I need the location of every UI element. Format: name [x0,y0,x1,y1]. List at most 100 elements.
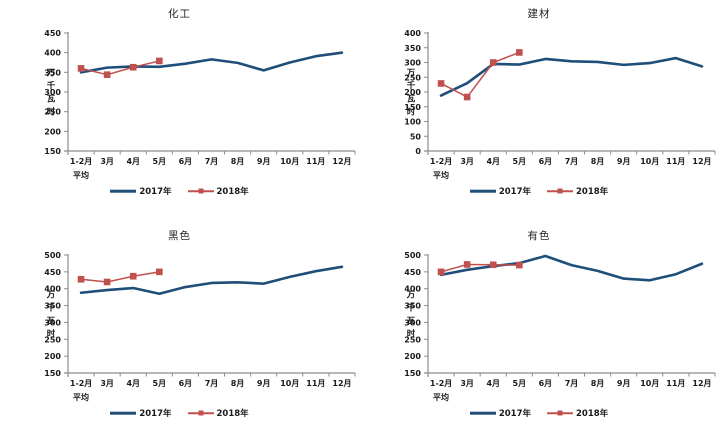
svg-text:350: 350 [44,302,61,311]
svg-text:瓦: 瓦 [406,317,415,327]
legend-line [469,411,496,415]
legend-label-2017: 2017年 [498,187,531,197]
svg-text:平均: 平均 [433,392,449,402]
legend-label-2017: 2017年 [139,409,172,419]
svg-text:200: 200 [44,127,61,136]
chart-cell-nonferrous: 有色 150 200 250 300 350 400 450 500 1-2月 平均 3月 4月 5月 6… [359,222,719,444]
svg-text:150: 150 [44,369,61,378]
svg-text:12月: 12月 [332,157,351,166]
chart-title: 黑色 [168,230,191,242]
svg-text:4月: 4月 [486,157,500,166]
svg-text:250: 250 [404,73,421,82]
svg-text:5月: 5月 [153,157,167,166]
svg-text:100: 100 [404,118,421,127]
legend-swatch-2017 [110,409,137,418]
svg-text:千: 千 [406,303,415,314]
legend-item-2018: 2018年 [547,407,608,419]
svg-text:200: 200 [404,352,421,361]
svg-text:8月: 8月 [590,157,604,166]
chart-title: 化工 [168,8,191,20]
svg-text:350: 350 [404,302,421,311]
legend-swatch-2017 [469,409,496,418]
legend-item-2017: 2017年 [110,185,172,197]
chart-cell-ferrous: 黑色 150 200 250 300 350 400 450 500 1-2月 平均 3月 4月 5月 6… [0,222,359,444]
svg-text:7月: 7月 [205,157,219,166]
chart-title: 建材 [527,8,551,20]
svg-text:6月: 6月 [538,157,552,166]
svg-text:时: 时 [47,329,56,340]
svg-text:11月: 11月 [666,157,685,166]
svg-text:9月: 9月 [257,157,271,166]
svg-text:时: 时 [47,107,56,118]
svg-text:万: 万 [405,291,415,301]
svg-text:千: 千 [47,81,56,92]
svg-text:500: 500 [44,251,61,260]
svg-text:1-2月: 1-2月 [70,157,92,166]
svg-text:400: 400 [404,285,421,294]
svg-text:3月: 3月 [100,379,114,388]
svg-text:6月: 6月 [179,379,193,388]
svg-text:450: 450 [44,29,61,38]
svg-text:4月: 4月 [486,379,500,388]
svg-text:9月: 9月 [257,379,271,388]
svg-text:400: 400 [44,49,61,58]
svg-text:300: 300 [44,318,61,327]
svg-text:8月: 8月 [231,157,245,166]
svg-text:150: 150 [404,369,421,378]
svg-text:250: 250 [404,335,421,344]
chart-cell-chemical: 化工 150 200 250 300 350 400 450 1-2月 平均 3月 4月 5月 6月 7月… [0,0,359,222]
svg-text:7月: 7月 [564,157,578,166]
legend-item-2018: 2018年 [187,407,249,419]
svg-text:平均: 平均 [433,170,449,180]
legend-square-marker [198,410,203,416]
svg-text:3月: 3月 [100,157,114,166]
svg-text:5月: 5月 [512,157,526,166]
svg-text:50: 50 [409,132,421,141]
legend-item-2017: 2017年 [469,185,531,197]
legend-square-marker [557,188,563,194]
legend-swatch-2017 [110,187,137,196]
svg-text:8月: 8月 [590,379,604,388]
legend-item-2018: 2018年 [547,185,608,197]
svg-text:12月: 12月 [692,157,711,166]
svg-text:0: 0 [415,147,421,156]
svg-text:瓦: 瓦 [406,95,415,105]
legend-item-2017: 2017年 [110,407,172,419]
svg-text:3月: 3月 [460,379,474,388]
svg-text:1-2月: 1-2月 [429,379,451,388]
legend: 2017年 2018年 [469,407,608,419]
svg-text:瓦: 瓦 [47,95,56,105]
svg-text:1-2月: 1-2月 [70,379,92,388]
legend-label-2018: 2018年 [216,409,249,419]
svg-text:350: 350 [44,68,61,77]
svg-text:时: 时 [406,107,415,118]
svg-text:千: 千 [47,303,56,314]
svg-text:12月: 12月 [332,379,351,388]
svg-text:3月: 3月 [460,157,474,166]
svg-text:4月: 4月 [126,379,140,388]
svg-text:5月: 5月 [512,379,526,388]
legend-square-marker [557,410,563,416]
svg-text:150: 150 [404,103,421,112]
svg-text:250: 250 [44,108,61,117]
svg-text:时: 时 [406,329,415,340]
svg-text:4月: 4月 [126,157,140,166]
svg-text:300: 300 [404,318,421,327]
svg-text:10月: 10月 [640,157,659,166]
svg-text:8月: 8月 [231,379,245,388]
svg-text:5月: 5月 [153,379,167,388]
legend: 2017年 2018年 [469,185,608,197]
svg-text:11月: 11月 [666,379,685,388]
legend-swatch-2018 [547,409,573,418]
svg-text:10月: 10月 [280,157,299,166]
svg-text:300: 300 [44,88,61,97]
svg-text:万: 万 [405,69,415,79]
svg-text:250: 250 [44,335,61,344]
svg-text:200: 200 [44,352,61,361]
svg-text:7月: 7月 [205,379,219,388]
svg-text:11月: 11月 [306,157,325,166]
legend-swatch-2018 [187,409,214,418]
